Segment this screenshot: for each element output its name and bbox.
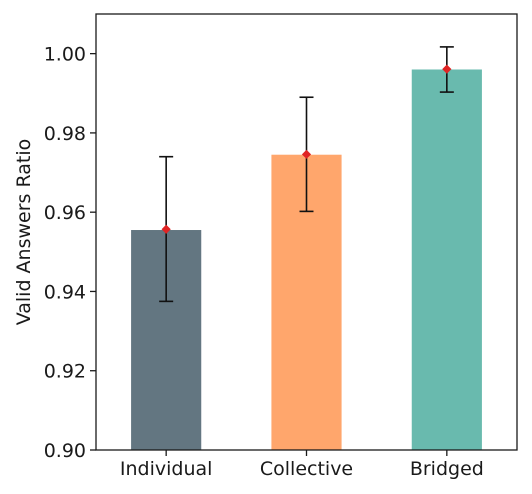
y-tick-label: 0.98 (44, 123, 86, 145)
chart-marks (131, 46, 482, 450)
y-tick-label: 1.00 (44, 44, 86, 66)
bar (411, 69, 482, 450)
y-tick-label: 0.96 (44, 202, 86, 224)
y-tick-label: 0.90 (44, 440, 86, 462)
x-axis: Individual Collective Bridged (120, 450, 484, 480)
x-tick-label: Collective (260, 458, 353, 480)
x-tick-label: Bridged (410, 458, 484, 480)
y-axis: 0.90 0.92 0.94 0.96 0.98 1.00 (44, 44, 96, 462)
x-tick-label: Individual (120, 458, 213, 480)
mean-marker (161, 224, 171, 234)
y-tick-label: 0.92 (44, 361, 86, 383)
mean-marker (301, 149, 312, 159)
y-tick-label: 0.94 (44, 281, 86, 303)
y-axis-title: Valid Answers Ratio (13, 139, 35, 326)
mean-marker (442, 64, 452, 74)
